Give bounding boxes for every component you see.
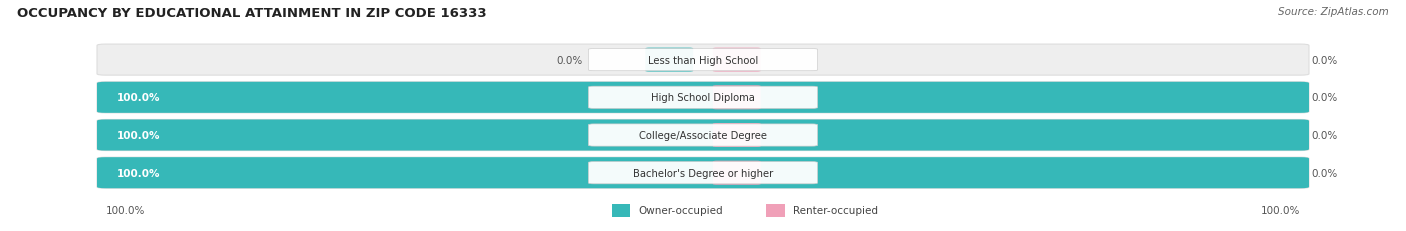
Text: 0.0%: 0.0%	[1312, 93, 1339, 103]
Text: Owner-occupied: Owner-occupied	[638, 205, 723, 215]
Text: 0.0%: 0.0%	[1312, 131, 1339, 140]
Text: 100.0%: 100.0%	[117, 168, 160, 178]
FancyBboxPatch shape	[645, 48, 693, 72]
FancyBboxPatch shape	[713, 161, 761, 185]
Text: Bachelor's Degree or higher: Bachelor's Degree or higher	[633, 168, 773, 178]
FancyBboxPatch shape	[713, 48, 761, 72]
Text: 100.0%: 100.0%	[117, 131, 160, 140]
FancyBboxPatch shape	[97, 82, 1309, 113]
FancyBboxPatch shape	[97, 45, 1309, 76]
FancyBboxPatch shape	[97, 120, 1309, 151]
Text: 100.0%: 100.0%	[117, 93, 160, 103]
Text: College/Associate Degree: College/Associate Degree	[638, 131, 768, 140]
FancyBboxPatch shape	[766, 204, 785, 217]
Text: OCCUPANCY BY EDUCATIONAL ATTAINMENT IN ZIP CODE 16333: OCCUPANCY BY EDUCATIONAL ATTAINMENT IN Z…	[17, 7, 486, 20]
Text: Renter-occupied: Renter-occupied	[793, 205, 877, 215]
FancyBboxPatch shape	[97, 158, 1309, 188]
Text: High School Diploma: High School Diploma	[651, 93, 755, 103]
Text: Less than High School: Less than High School	[648, 55, 758, 65]
FancyBboxPatch shape	[588, 87, 818, 109]
Text: 0.0%: 0.0%	[1312, 55, 1339, 65]
FancyBboxPatch shape	[97, 82, 1309, 113]
FancyBboxPatch shape	[612, 204, 630, 217]
FancyBboxPatch shape	[588, 49, 818, 71]
Text: 0.0%: 0.0%	[1312, 168, 1339, 178]
Text: 0.0%: 0.0%	[557, 55, 582, 65]
FancyBboxPatch shape	[588, 162, 818, 184]
Text: Source: ZipAtlas.com: Source: ZipAtlas.com	[1278, 7, 1389, 17]
FancyBboxPatch shape	[713, 86, 761, 110]
FancyBboxPatch shape	[713, 123, 761, 147]
Text: 100.0%: 100.0%	[105, 205, 145, 215]
FancyBboxPatch shape	[97, 120, 1309, 151]
FancyBboxPatch shape	[588, 124, 818, 146]
FancyBboxPatch shape	[97, 158, 1309, 188]
Text: 100.0%: 100.0%	[1261, 205, 1301, 215]
